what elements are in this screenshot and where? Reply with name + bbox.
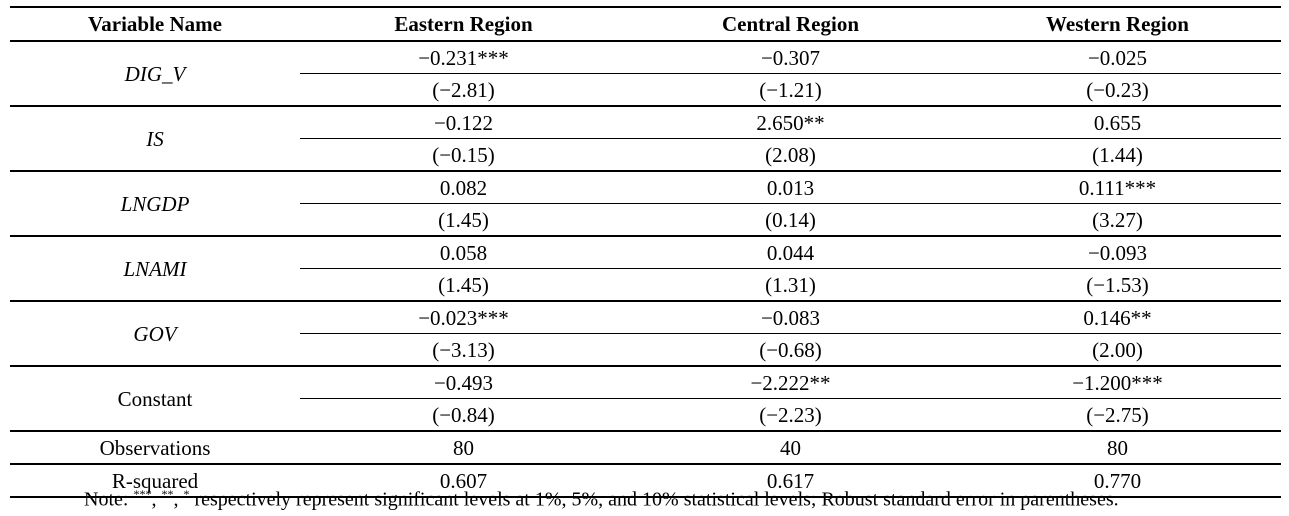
tstat-row: (−0.15) (2.08) (1.44): [10, 138, 1281, 172]
coefficient-cell: −0.025: [954, 41, 1281, 74]
variable-name: GOV: [10, 301, 300, 367]
stat-value: 40: [627, 431, 954, 465]
header-row: Variable Name Eastern Region Central Reg…: [10, 6, 1281, 42]
coefficient-cell: 0.058: [300, 236, 627, 269]
note-sep-2: ,: [173, 488, 184, 511]
stat-value: 0.617: [627, 464, 954, 498]
tstat-cell: (−0.84): [300, 398, 627, 432]
coef-row: DIG_V −0.231*** −0.307 −0.025: [10, 41, 1281, 107]
coefficient-cell: 0.655: [954, 106, 1281, 139]
coef-row: IS −0.122 2.650** 0.655: [10, 106, 1281, 172]
coefficient-cell: 0.082: [300, 171, 627, 204]
table-note: Note: ***, **, * respectively represent …: [84, 487, 1119, 512]
tstat-row: (−0.84) (−2.23) (−2.75): [10, 398, 1281, 432]
tstat-cell: (−2.81): [300, 73, 627, 107]
regression-table: Variable Name Eastern Region Central Reg…: [10, 6, 1281, 498]
note-sep-1: ,: [151, 488, 162, 511]
coefficient-cell: −0.093: [954, 236, 1281, 269]
note-prefix: Note:: [84, 488, 134, 511]
tstat-row: (1.45) (0.14) (3.27): [10, 203, 1281, 237]
tstat-row: (1.45) (1.31) (−1.53): [10, 268, 1281, 302]
stat-name: R-squared: [10, 464, 300, 498]
tstat-cell: (−2.23): [627, 398, 954, 432]
coef-row: LNAMI 0.058 0.044 −0.093: [10, 236, 1281, 302]
tstat-row: (−3.13) (−0.68) (2.00): [10, 333, 1281, 367]
tstat-cell: (2.08): [627, 138, 954, 172]
note-sup-1: ***: [133, 487, 152, 501]
tstat-cell: (−2.75): [954, 398, 1281, 432]
coefficient-cell: 0.013: [627, 171, 954, 204]
stat-row: R-squared 0.607 0.617 0.770: [10, 464, 1281, 498]
tstat-cell: (1.44): [954, 138, 1281, 172]
tstat-cell: (1.31): [627, 268, 954, 302]
coef-row: Constant −0.493 −2.222** −1.200***: [10, 366, 1281, 432]
coefficient-cell: 0.146**: [954, 301, 1281, 334]
stat-value: 0.770: [954, 464, 1281, 498]
stat-name: Observations: [10, 431, 300, 465]
variable-name: LNAMI: [10, 236, 300, 302]
tstat-cell: (2.00): [954, 333, 1281, 367]
variable-name: DIG_V: [10, 41, 300, 107]
coef-row: LNGDP 0.082 0.013 0.111***: [10, 171, 1281, 237]
note-text: respectively represent significant level…: [189, 488, 1119, 511]
tstat-row: (−2.81) (−1.21) (−0.23): [10, 73, 1281, 107]
tstat-cell: (1.45): [300, 203, 627, 237]
coefficient-cell: 0.044: [627, 236, 954, 269]
tstat-cell: (−0.68): [627, 333, 954, 367]
note-sup-2: **: [161, 487, 174, 501]
coefficient-cell: −0.023***: [300, 301, 627, 334]
header-central: Central Region: [627, 6, 954, 42]
coefficient-cell: 0.111***: [954, 171, 1281, 204]
variable-name: Constant: [10, 366, 300, 432]
stat-row: Observations 80 40 80: [10, 431, 1281, 465]
table-body: DIG_V −0.231*** −0.307 −0.025 (−2.81) (−1.21)…: [10, 41, 1281, 498]
coefficient-cell: 2.650**: [627, 106, 954, 139]
tstat-cell: (0.14): [627, 203, 954, 237]
tstat-cell: (−3.13): [300, 333, 627, 367]
tstat-cell: (1.45): [300, 268, 627, 302]
tstat-cell: (3.27): [954, 203, 1281, 237]
coefficient-cell: −2.222**: [627, 366, 954, 399]
tstat-cell: (−1.21): [627, 73, 954, 107]
coefficient-cell: −0.231***: [300, 41, 627, 74]
stat-value: 80: [954, 431, 1281, 465]
coefficient-cell: −0.307: [627, 41, 954, 74]
stat-value: 0.607: [300, 464, 627, 498]
coef-row: GOV −0.023*** −0.083 0.146**: [10, 301, 1281, 367]
header-western: Western Region: [954, 6, 1281, 42]
header-eastern: Eastern Region: [300, 6, 627, 42]
coefficient-cell: −1.200***: [954, 366, 1281, 399]
header-variable: Variable Name: [10, 6, 300, 42]
tstat-cell: (−0.15): [300, 138, 627, 172]
variable-name: IS: [10, 106, 300, 172]
variable-name: LNGDP: [10, 171, 300, 237]
coefficient-cell: −0.083: [627, 301, 954, 334]
note-sup-3: *: [183, 487, 190, 501]
tstat-cell: (−0.23): [954, 73, 1281, 107]
coefficient-cell: −0.122: [300, 106, 627, 139]
stat-value: 80: [300, 431, 627, 465]
coefficient-cell: −0.493: [300, 366, 627, 399]
tstat-cell: (−1.53): [954, 268, 1281, 302]
